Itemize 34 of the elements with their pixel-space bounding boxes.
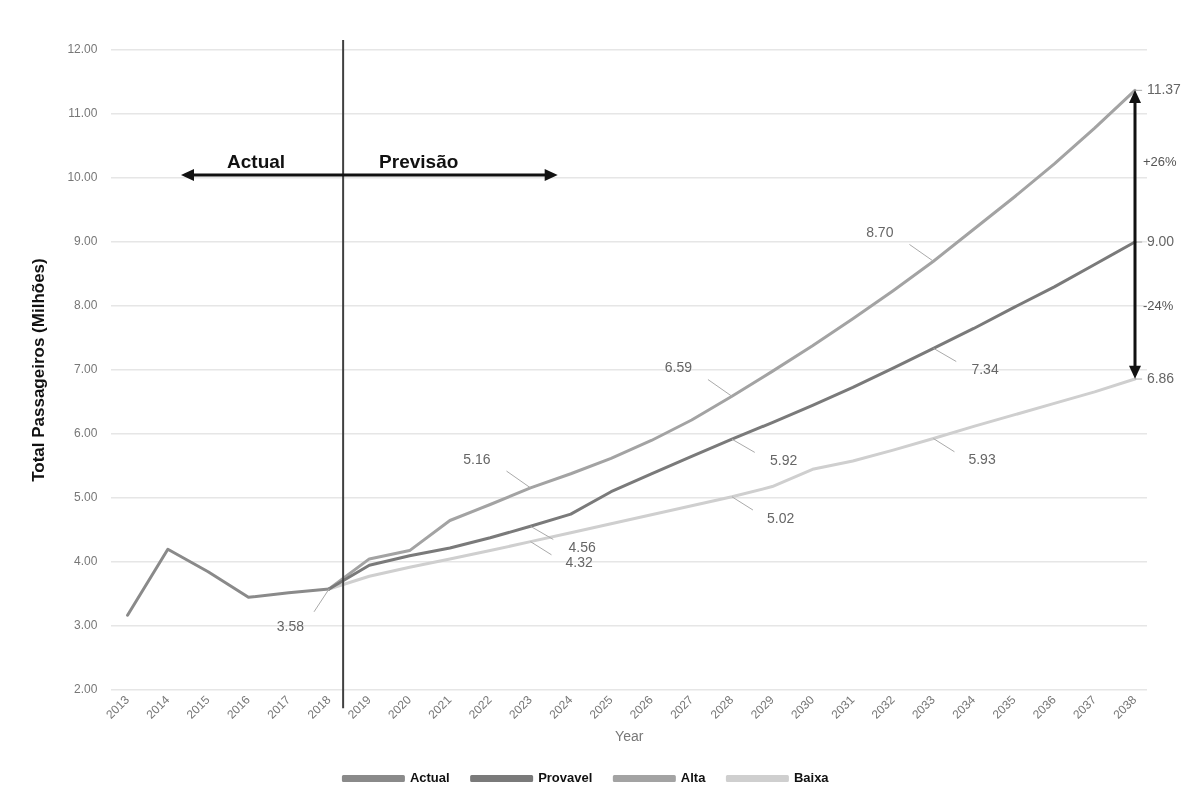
y-tick-label: 2.00 [74,682,98,697]
y-axis-title: Total Passageiros (Milhões) [28,258,48,482]
annotation: -24% [1142,298,1174,314]
data-label: 6.59 [664,359,693,376]
data-label: 5.02 [766,509,795,526]
legend-label: Baixa [793,770,830,786]
y-tick-label: 5.00 [74,490,98,505]
y-tick-label: 8.00 [74,298,98,313]
data-label: 8.70 [866,224,894,241]
y-tick-label: 9.00 [74,234,98,249]
y-tick-label: 12.00 [67,42,98,57]
y-tick-label: 6.00 [74,426,98,441]
annotation: Previsão [379,151,459,172]
annotation: Actual [227,151,286,172]
data-label: 5.92 [769,452,798,469]
data-label: 5.93 [968,451,996,468]
annotation: +26% [1142,154,1177,170]
y-tick-label: 11.00 [68,106,98,121]
legend-label: Actual [409,770,450,786]
data-label: 4.56 [568,539,596,556]
x-axis-title: Year [615,728,644,745]
data-label: 11.37 [1146,81,1182,98]
data-label: 3.58 [276,617,305,634]
data-label: 9.00 [1146,232,1175,249]
y-tick-label: 10.00 [67,170,98,185]
y-tick-label: 3.00 [74,618,98,633]
data-label: 7.34 [971,361,999,378]
y-tick-label: 7.00 [74,362,98,377]
legend-label: Alta [680,770,707,786]
data-label: 5.16 [463,450,491,467]
y-tick-label: 4.00 [74,554,98,569]
data-label: 4.32 [565,554,593,571]
data-label: 6.86 [1146,369,1175,386]
legend-label: Provavel [538,770,593,786]
